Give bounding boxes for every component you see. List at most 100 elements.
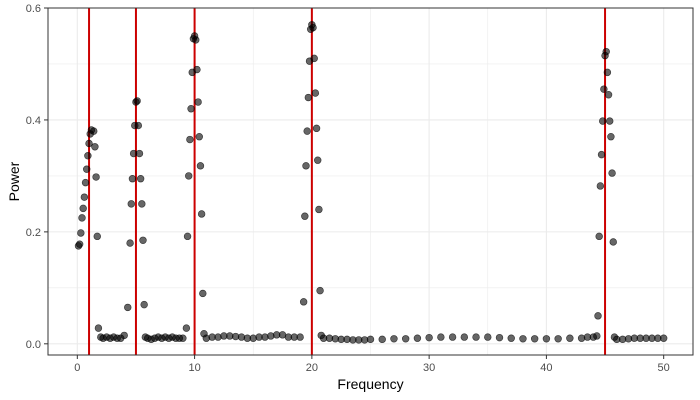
x-axis-title: Frequency	[337, 376, 403, 392]
data-point	[595, 232, 603, 241]
data-point	[472, 333, 480, 341]
data-point	[598, 117, 607, 125]
data-point	[77, 229, 85, 237]
data-point	[186, 135, 194, 144]
data-point	[179, 334, 187, 342]
data-point	[593, 332, 601, 340]
y-tick-label: 0.6	[26, 3, 41, 15]
data-point	[314, 156, 322, 164]
y-tick-label: 0.4	[26, 115, 41, 127]
x-tick-label: 20	[306, 362, 318, 374]
data-point	[302, 162, 310, 170]
data-point	[84, 152, 92, 160]
data-point	[315, 205, 323, 214]
data-point	[192, 36, 200, 44]
data-point	[134, 121, 143, 130]
data-point	[311, 89, 320, 97]
y-axis-ticks: 0.0 0.2 0.4 0.6	[26, 3, 48, 351]
data-point	[413, 334, 422, 342]
data-point	[602, 47, 610, 56]
data-point	[316, 286, 324, 295]
data-point	[128, 175, 137, 183]
x-tick-label: 50	[658, 362, 670, 374]
data-point	[507, 334, 515, 342]
y-tick-label: 0.2	[26, 227, 41, 239]
data-point	[136, 175, 145, 183]
data-point	[138, 200, 146, 208]
data-point	[79, 204, 87, 213]
data-point	[600, 85, 608, 93]
data-point	[659, 334, 668, 342]
data-point	[197, 210, 206, 218]
data-point	[80, 193, 89, 201]
data-point	[390, 335, 398, 343]
data-point	[309, 23, 317, 32]
data-point	[603, 68, 612, 77]
data-point	[495, 333, 504, 342]
data-point	[310, 54, 318, 63]
data-points	[74, 21, 668, 344]
x-tick-label: 40	[540, 362, 552, 374]
data-point	[126, 239, 134, 247]
data-point	[437, 333, 445, 341]
data-point	[127, 200, 135, 208]
data-point	[196, 162, 205, 170]
data-point	[140, 300, 148, 309]
data-point	[542, 335, 551, 343]
data-point	[81, 178, 90, 187]
data-point	[366, 335, 375, 344]
data-point	[378, 335, 386, 344]
data-point	[133, 97, 141, 105]
data-point	[75, 240, 84, 248]
x-tick-label: 10	[188, 362, 200, 374]
data-point	[139, 236, 147, 244]
data-point	[135, 149, 144, 158]
data-point	[78, 214, 86, 222]
data-point	[607, 133, 615, 141]
y-axis-title: Power	[6, 161, 22, 201]
x-axis-ticks: 0 10 20 30 40 50	[74, 355, 670, 374]
data-point	[401, 335, 410, 343]
data-point	[194, 98, 202, 106]
data-point	[304, 93, 313, 102]
plot-border	[47, 7, 694, 356]
data-point	[90, 127, 98, 135]
data-point	[519, 335, 527, 343]
data-point	[604, 91, 613, 99]
data-point	[183, 232, 192, 241]
data-point	[608, 169, 616, 177]
data-point	[596, 182, 605, 190]
data-point	[594, 312, 602, 320]
x-tick-label: 0	[74, 362, 80, 374]
data-point	[91, 143, 99, 151]
data-point	[185, 172, 193, 180]
data-point	[609, 238, 617, 246]
data-point	[193, 65, 201, 74]
data-point	[93, 232, 101, 241]
data-point	[299, 298, 308, 306]
data-point	[92, 173, 100, 181]
data-point	[303, 127, 311, 135]
data-point	[199, 289, 207, 298]
data-point	[124, 303, 132, 312]
data-point	[187, 105, 195, 113]
data-point	[312, 124, 321, 133]
data-point	[82, 165, 91, 173]
data-point	[94, 324, 103, 332]
data-point	[301, 212, 309, 220]
data-point	[120, 331, 128, 340]
data-point	[597, 150, 606, 159]
data-point	[296, 333, 304, 341]
data-point	[448, 333, 457, 341]
y-tick-label: 0.0	[26, 339, 41, 351]
data-point	[566, 334, 574, 342]
data-point	[182, 324, 191, 332]
data-point	[425, 333, 433, 342]
data-point	[554, 335, 562, 343]
data-point	[530, 335, 539, 343]
data-point	[460, 333, 469, 341]
data-point	[195, 133, 203, 141]
data-point	[606, 117, 614, 125]
